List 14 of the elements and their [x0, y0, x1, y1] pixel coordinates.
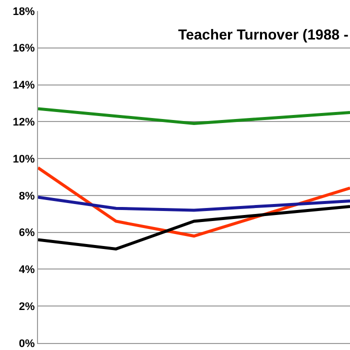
y-tick-label: 8%	[18, 190, 36, 202]
line-series	[38, 205, 350, 250]
y-tick-label: 12%	[12, 116, 36, 129]
y-tick-label: 0%	[18, 338, 36, 350]
y-tick-label: 14%	[12, 80, 36, 92]
y-tick-label: 6%	[18, 227, 36, 240]
y-tick-label: 16%	[12, 42, 36, 55]
y-tick-label: 10%	[12, 153, 36, 166]
line-series	[38, 196, 350, 212]
text: Teacher Turnover (1988 -	[178, 27, 349, 44]
y-tick-label: 4%	[18, 264, 36, 276]
y-tick-label: 18%	[12, 6, 36, 18]
y-tick-label: 2%	[18, 300, 36, 313]
line-series	[38, 107, 350, 126]
